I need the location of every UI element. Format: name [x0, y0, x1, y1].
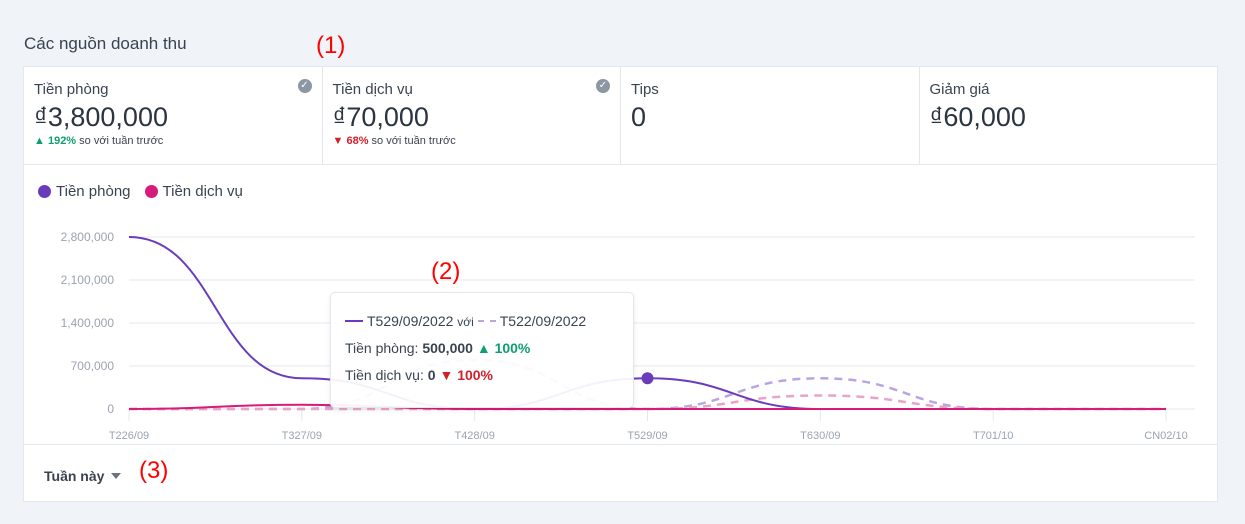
annotation-1: (1): [316, 32, 346, 59]
trend-down-icon: ▼: [332, 135, 347, 147]
x-tick-label: T529/09: [627, 430, 667, 442]
check-circle-icon[interactable]: ✓: [297, 79, 312, 93]
legend-label: Tiền phòng: [56, 183, 131, 200]
stat-discount[interactable]: Giảm giá ₫60,000: [920, 67, 1218, 164]
series-line-1: [128, 403, 1166, 411]
y-tick-label: 2,800,000: [61, 230, 115, 244]
x-tick-label: T630/09: [800, 430, 840, 442]
stats-row: Tiền phòng ✓ ₫3,800,000 ▲ 192% so với tu…: [24, 67, 1217, 165]
x-tick-label: T428/09: [454, 430, 494, 442]
stat-tips[interactable]: Tips 0: [621, 67, 920, 164]
solid-line-icon: [345, 320, 363, 322]
stat-room[interactable]: Tiền phòng ✓ ₫3,800,000 ▲ 192% so với tu…: [24, 67, 323, 164]
highlight-point: [641, 372, 654, 385]
trend-up-icon: ▲: [34, 135, 48, 147]
trend-down-icon: ▼: [439, 367, 454, 383]
caret-down-icon: [111, 473, 122, 479]
y-tick-label: 0: [107, 402, 114, 416]
stat-label: Tiền phòng: [34, 81, 109, 98]
legend-item-service[interactable]: Tiền dịch vụ: [144, 183, 243, 200]
tooltip-value: 0: [427, 367, 436, 383]
chart-tooltip: T529/09/2022 với T522/09/2022 Tiền phòng…: [330, 292, 634, 408]
tooltip-change: 100%: [494, 340, 531, 356]
legend-label: Tiền dịch vụ: [162, 183, 243, 200]
x-tick-label: T701/10: [973, 430, 1013, 442]
annotation-3: (3): [139, 457, 169, 484]
stat-label: Tiền dịch vụ: [332, 81, 413, 98]
stat-label: Giảm giá: [929, 81, 990, 98]
annotation-2: (2): [431, 258, 461, 285]
dashed-line-icon: [477, 320, 496, 322]
legend-dot-icon: [38, 185, 51, 198]
y-tick-label: 700,000: [71, 359, 115, 373]
stat-value: ₫60,000: [929, 102, 1026, 132]
stat-value: 0: [631, 102, 647, 132]
chart-legend: Tiền phòng Tiền dịch vụ: [38, 183, 243, 200]
y-tick-label: 2,100,000: [61, 273, 115, 287]
x-tick-label: T327/09: [282, 430, 322, 442]
period-dropdown[interactable]: Tuần này: [44, 468, 122, 484]
stat-change: 68%: [346, 135, 369, 147]
legend-item-room[interactable]: Tiền phòng: [38, 183, 131, 200]
trend-up-icon: ▲: [476, 340, 491, 356]
section-title: Các nguồn doanh thu: [24, 34, 187, 53]
revenue-card: Tiền phòng ✓ ₫3,800,000 ▲ 192% so với tu…: [23, 66, 1218, 502]
y-tick-label: 1,400,000: [61, 316, 115, 330]
tooltip-current-period: T529/09/2022: [367, 313, 454, 329]
stat-value: ₫70,000: [332, 102, 429, 132]
tooltip-label: Tiền phòng:: [345, 340, 419, 356]
legend-dot-icon: [144, 185, 158, 198]
stat-change: 192%: [47, 135, 77, 147]
previous-series-line-1: [129, 394, 1166, 411]
x-tick-label: T226/09: [109, 430, 149, 442]
tooltip-label: Tiền dịch vụ:: [345, 367, 424, 383]
check-circle-icon[interactable]: ✓: [596, 79, 610, 93]
stat-compare: so với tuần trước: [79, 135, 164, 147]
stat-label: Tips: [631, 81, 659, 98]
stat-value: ₫3,800,000: [34, 102, 168, 132]
stat-service[interactable]: Tiền dịch vụ ✓ ₫70,000 ▼ 68% so với tuần…: [323, 67, 621, 164]
card-footer: Tuần này (3): [24, 444, 1217, 503]
x-tick-label: CN02/10: [1144, 430, 1187, 442]
period-label: Tuần này: [44, 468, 105, 484]
tooltip-versus: với: [457, 315, 474, 329]
previous-series-line-0: [129, 358, 1166, 411]
tooltip-value: 500,000: [422, 340, 473, 356]
stat-compare: so với tuần trước: [371, 135, 456, 147]
tooltip-change: 100%: [457, 367, 493, 383]
tooltip-previous-period: T522/09/2022: [499, 313, 587, 329]
